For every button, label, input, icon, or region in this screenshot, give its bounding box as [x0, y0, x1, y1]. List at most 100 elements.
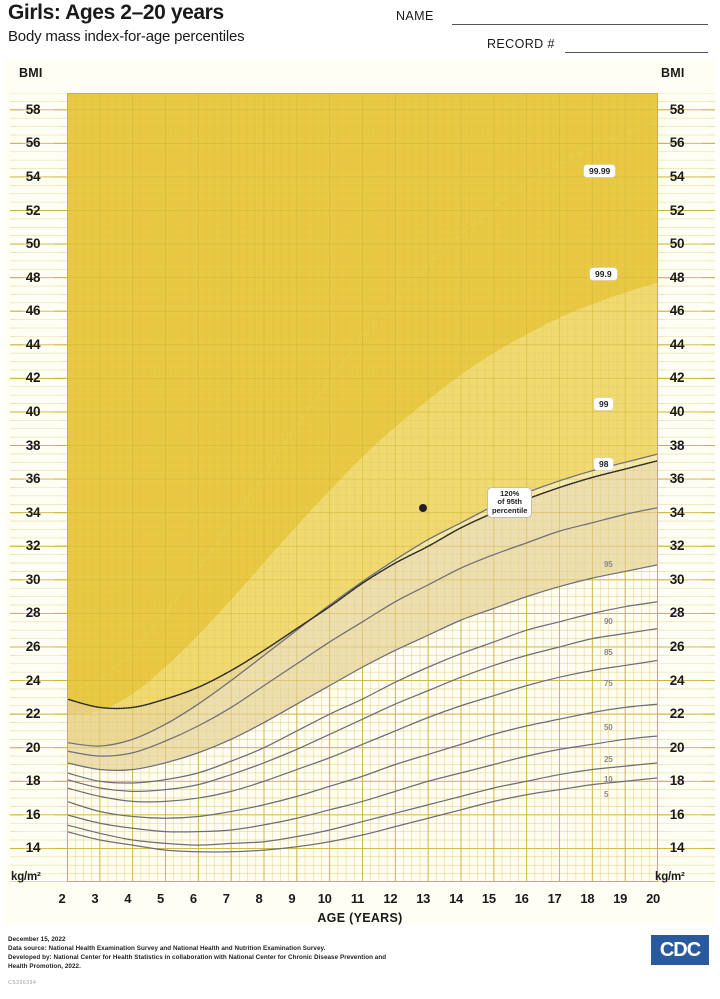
- footer-developed-line2: Health Promotion, 2022.: [8, 963, 81, 970]
- y-tick-label-32-l: 32: [25, 538, 41, 554]
- y-tick-label-36-l: 36: [25, 471, 41, 487]
- y-tick-label-38-r: 38: [669, 437, 685, 453]
- y-tick-label-36-r: 36: [669, 471, 685, 487]
- x-tick-label-20: 20: [646, 891, 660, 906]
- y-tick-label-38-l: 38: [25, 437, 41, 453]
- x-tick-label-6: 6: [189, 891, 197, 906]
- bmi-caption-left: BMI: [19, 66, 43, 80]
- x-tick-label-13: 13: [416, 891, 431, 906]
- y-tick-label-52-l: 52: [25, 202, 41, 218]
- x-tick-label-10: 10: [317, 891, 332, 906]
- x-tick-label-2: 2: [58, 891, 66, 906]
- y-tick-label-48-r: 48: [669, 269, 685, 285]
- cdc-logo-text: CDC: [659, 938, 701, 961]
- footer-developed-line1: Developed by: National Center for Health…: [8, 954, 387, 961]
- right-tick-strip: [658, 93, 715, 882]
- percentile-box-98: 98: [594, 458, 614, 470]
- bmi-caption-right: BMI: [661, 66, 685, 80]
- chart-area: [5, 59, 715, 925]
- y-tick-label-50-l: 50: [25, 236, 41, 252]
- y-tick-label-16-r: 16: [669, 806, 685, 822]
- y-tick-label-26-r: 26: [669, 638, 685, 654]
- y-tick-label-24-r: 24: [669, 672, 685, 688]
- y-tick-label-24-l: 24: [25, 672, 41, 688]
- document-code: CS336334: [8, 980, 37, 986]
- x-axis-title: AGE (YEARS): [317, 911, 403, 925]
- x-tick-label-3: 3: [91, 891, 99, 906]
- footer-source: Data source: National Health Examination…: [8, 945, 326, 952]
- x-tick-label-11: 11: [350, 891, 365, 906]
- plotted-data-point[interactable]: [419, 503, 428, 512]
- y-tick-label-56-r: 56: [669, 135, 685, 151]
- record-input-line[interactable]: [565, 52, 708, 53]
- x-tick-label-12: 12: [383, 891, 398, 906]
- cdc-logo: CDC: [651, 935, 709, 965]
- x-tick-label-14: 14: [449, 891, 463, 906]
- y-tick-label-40-r: 40: [669, 403, 685, 419]
- y-tick-label-48-l: 48: [25, 269, 41, 285]
- x-tick-label-15: 15: [481, 891, 496, 906]
- y-tick-label-44-r: 44: [669, 336, 685, 352]
- name-input-line[interactable]: [452, 24, 708, 25]
- y-tick-label-22-l: 22: [25, 706, 41, 722]
- x-tick-label-7: 7: [222, 891, 230, 906]
- y-tick-label-52-r: 52: [669, 202, 685, 218]
- y-tick-label-16-l: 16: [25, 806, 41, 822]
- x-tick-label-8: 8: [255, 891, 263, 906]
- callout-120-of-95th: 120% of 95th percentile: [487, 487, 533, 519]
- footer-date: December 15, 2022: [8, 936, 66, 943]
- name-field-label: NAME: [396, 9, 434, 23]
- percentile-label-5: 5: [604, 790, 609, 799]
- callout-line-2: of 95th: [497, 497, 523, 507]
- percentile-box-99: 99: [594, 398, 614, 410]
- y-tick-label-26-l: 26: [25, 638, 41, 654]
- y-tick-label-18-l: 18: [25, 773, 41, 789]
- x-tick-label-18: 18: [580, 891, 595, 906]
- bmi-unit-right: kg/m²: [655, 871, 685, 883]
- callout-line-1: 120%: [500, 489, 520, 498]
- y-tick-label-20-l: 20: [25, 739, 41, 755]
- x-tick-label-5: 5: [157, 891, 164, 906]
- left-tick-strip: [10, 93, 67, 882]
- bmi-unit-left: kg/m²: [11, 871, 41, 883]
- y-tick-label-42-l: 42: [25, 370, 41, 386]
- y-tick-label-30-r: 30: [669, 571, 685, 587]
- percentile-box-99.9: 99.9: [590, 268, 617, 280]
- percentile-label-10: 10: [604, 775, 613, 784]
- y-tick-label-56-l: 56: [25, 135, 41, 151]
- x-tick-label-19: 19: [613, 891, 628, 906]
- page-subtitle: Body mass index-for-age percentiles: [8, 28, 245, 45]
- callout-line-3: percentile: [492, 505, 528, 515]
- percentile-label-95: 95: [604, 560, 613, 569]
- y-tick-label-22-r: 22: [669, 706, 685, 722]
- x-tick-label-4: 4: [124, 891, 132, 906]
- y-tick-label-34-l: 34: [25, 504, 41, 520]
- y-tick-label-14-l: 14: [25, 840, 41, 856]
- y-tick-label-58-r: 58: [669, 101, 685, 117]
- y-tick-label-34-r: 34: [669, 504, 685, 520]
- y-tick-label-14-r: 14: [669, 840, 685, 856]
- percentile-label-25: 25: [604, 755, 613, 764]
- page-title: Girls: Ages 2–20 years: [8, 1, 224, 24]
- plot-region[interactable]: [67, 93, 658, 882]
- y-tick-label-30-l: 30: [25, 571, 41, 587]
- record-field-label: RECORD #: [487, 37, 555, 51]
- y-tick-label-32-r: 32: [669, 538, 685, 554]
- percentile-box-99.99: 99.99: [584, 165, 616, 177]
- y-tick-label-54-l: 54: [25, 168, 41, 184]
- y-tick-label-46-r: 46: [669, 303, 685, 319]
- x-tick-label-16: 16: [514, 891, 529, 906]
- chart-header: Girls: Ages 2–20 years Body mass index-f…: [0, 0, 720, 58]
- y-tick-label-46-l: 46: [25, 303, 41, 319]
- percentile-label-50: 50: [604, 723, 613, 732]
- percentile-label-85: 85: [604, 648, 613, 657]
- y-tick-label-42-r: 42: [669, 370, 685, 386]
- percentile-label-75: 75: [604, 679, 613, 688]
- y-tick-label-28-l: 28: [25, 605, 41, 621]
- y-tick-label-50-r: 50: [669, 236, 685, 252]
- y-tick-label-40-l: 40: [25, 403, 41, 419]
- chart-footer: December 15, 2022 Data source: National …: [0, 930, 720, 999]
- y-tick-label-58-l: 58: [25, 101, 41, 117]
- y-tick-label-54-r: 54: [669, 168, 685, 184]
- y-tick-label-20-r: 20: [669, 739, 685, 755]
